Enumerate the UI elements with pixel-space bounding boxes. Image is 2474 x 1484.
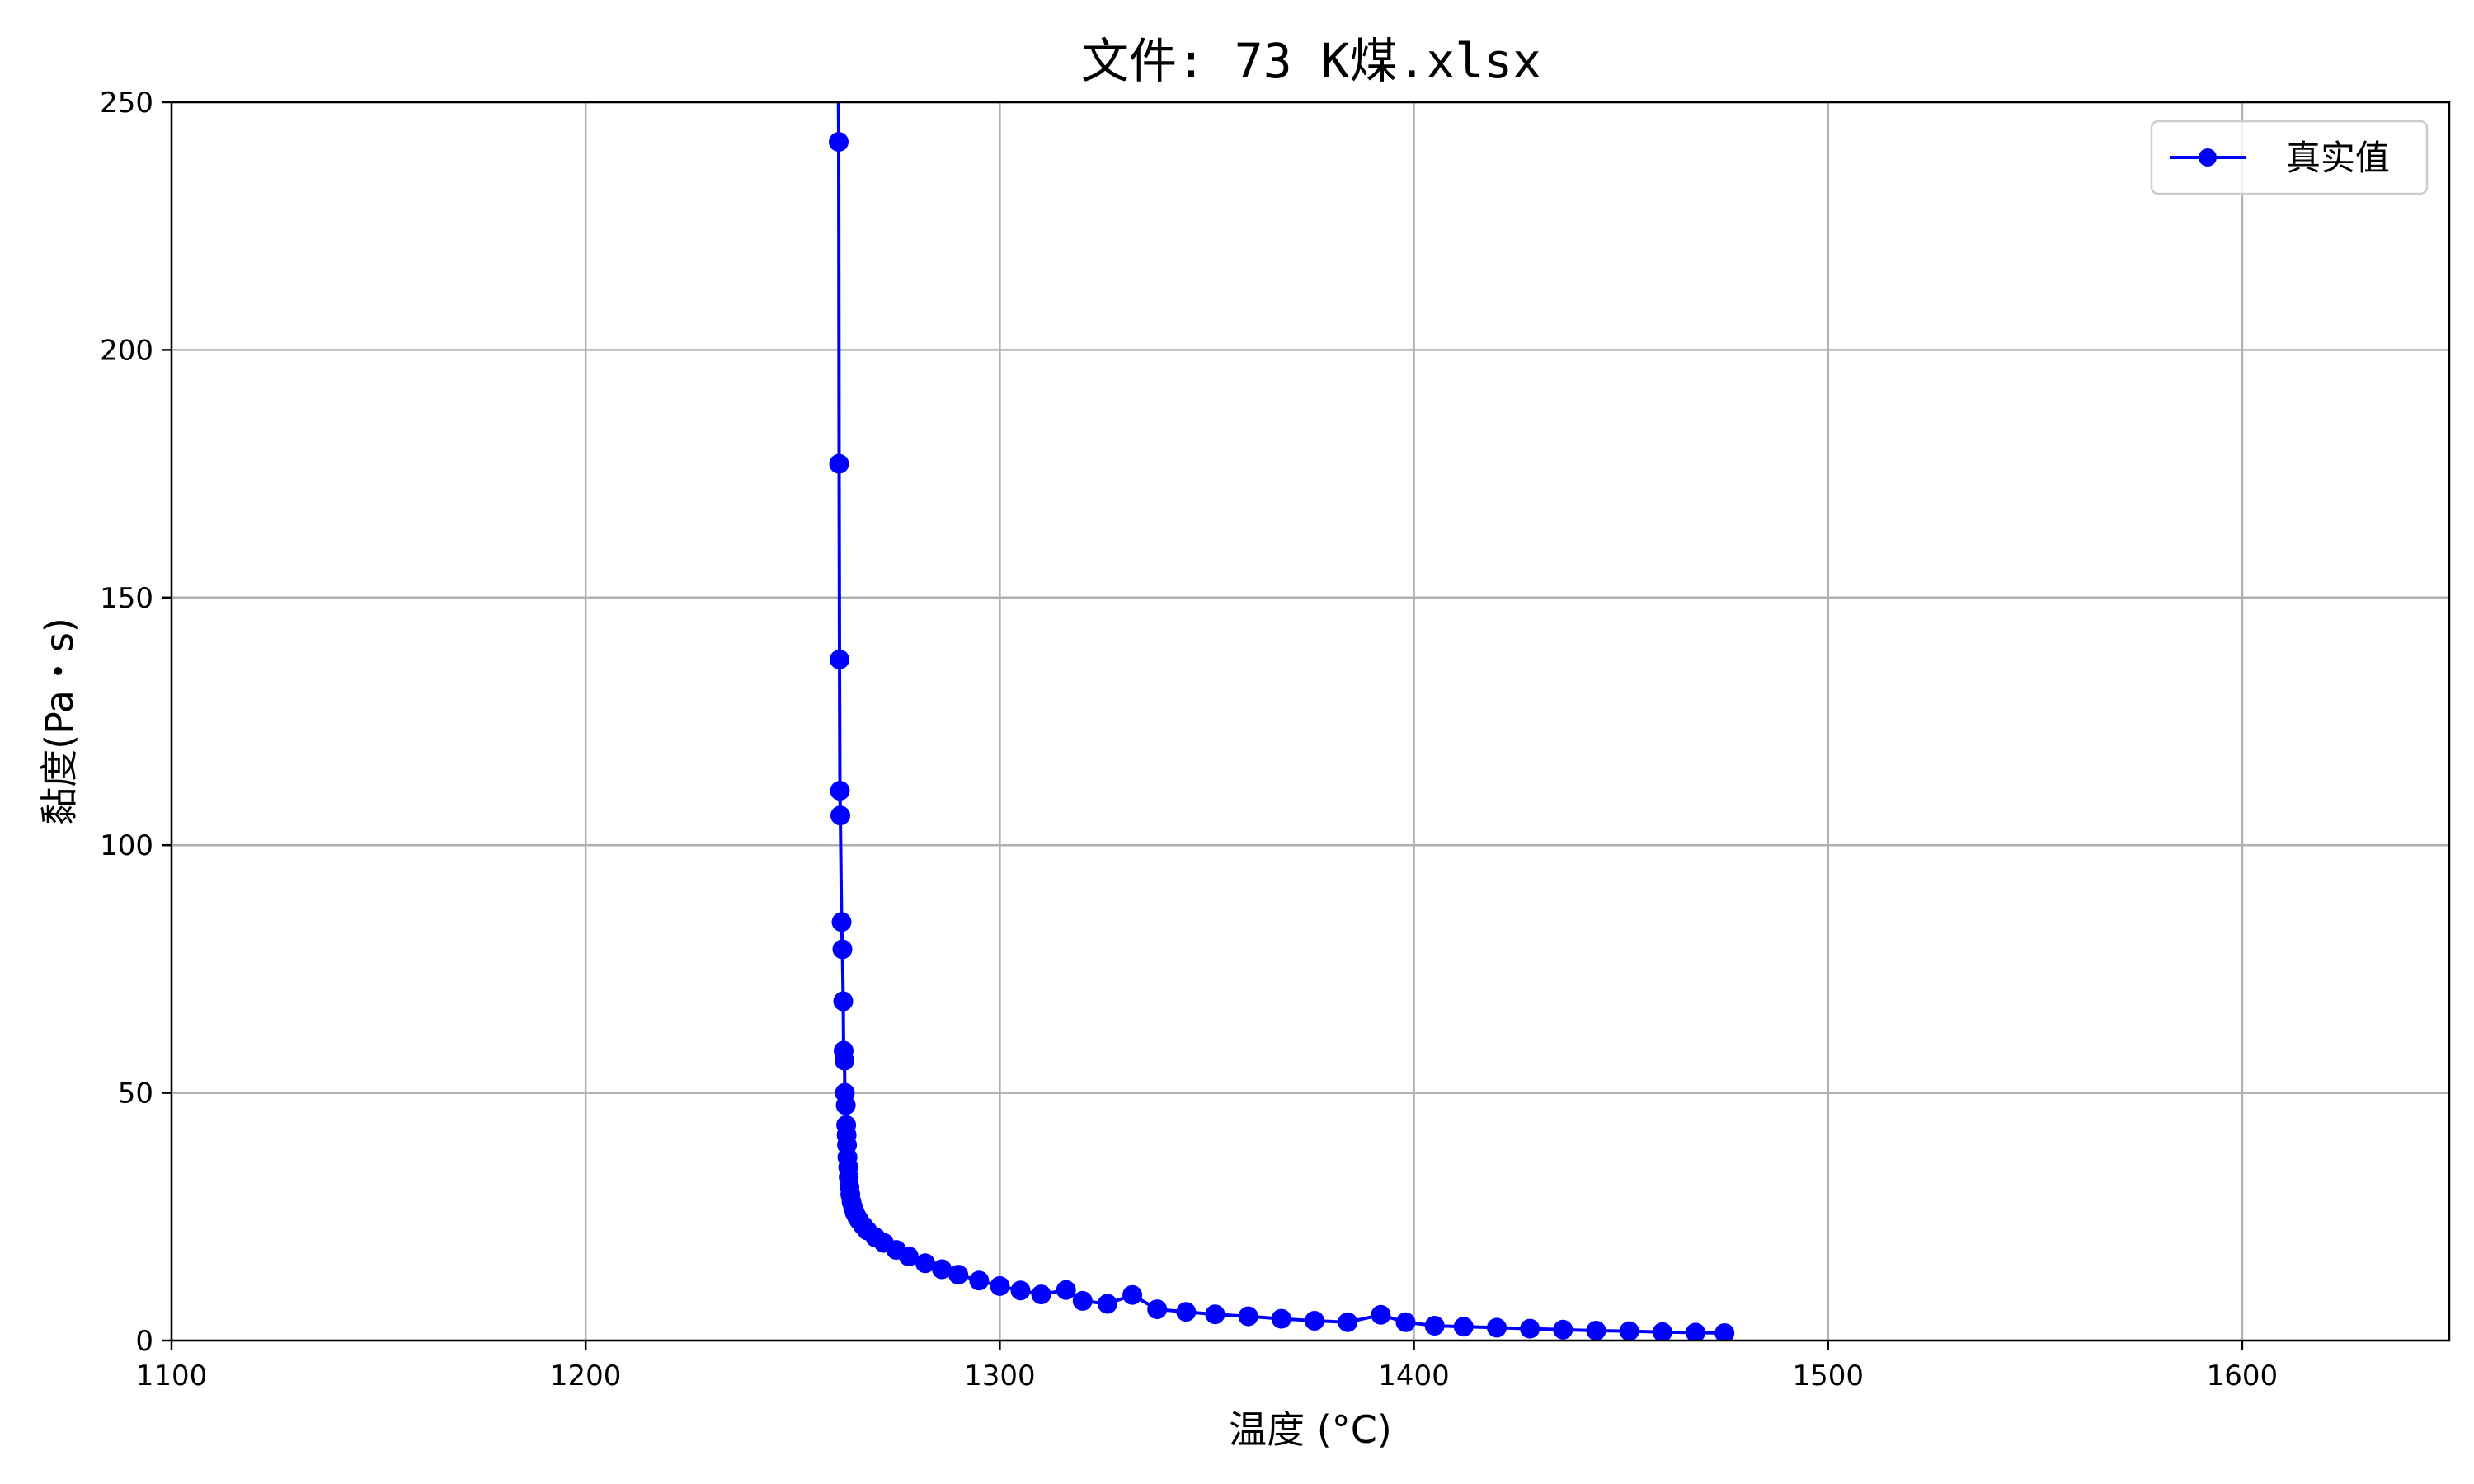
- data-point: [1371, 1304, 1391, 1325]
- data-point: [1010, 1280, 1031, 1301]
- legend-label: 真实值: [2286, 138, 2390, 178]
- data-point: [835, 1095, 856, 1115]
- data-point: [1305, 1311, 1324, 1331]
- data-point: [1147, 1299, 1168, 1320]
- data-point: [1652, 1322, 1672, 1341]
- data-point: [1072, 1290, 1093, 1311]
- data-point: [1553, 1319, 1573, 1340]
- y-tick-label: 100: [100, 829, 153, 862]
- axis-ticks: 1100 1200 1300 1400 1500 1600 0 50 100 150 200 250: [100, 87, 2278, 1392]
- data-point: [1487, 1317, 1507, 1338]
- data-point: [969, 1270, 990, 1291]
- data-point: [1271, 1308, 1291, 1329]
- data-point: [1056, 1280, 1076, 1300]
- data-point: [1395, 1312, 1416, 1332]
- plot-frame: [170, 101, 2451, 1342]
- data-point: [1714, 1323, 1735, 1341]
- data-point: [1453, 1317, 1474, 1337]
- y-tick-label: 150: [100, 582, 153, 615]
- data-point: [1176, 1302, 1197, 1322]
- data-point: [832, 939, 853, 960]
- data-point: [948, 1265, 969, 1285]
- data-point: [831, 912, 852, 932]
- x-tick-label: 1300: [964, 1360, 1036, 1392]
- x-tick-label: 1600: [2207, 1360, 2279, 1392]
- data-point: [1586, 1321, 1606, 1341]
- data-point: [1520, 1318, 1540, 1339]
- x-tick-label: 1500: [1792, 1360, 1864, 1392]
- y-axis-title: 黏度(Pa・s): [37, 618, 82, 825]
- x-tick-label: 1400: [1378, 1360, 1450, 1392]
- data-point: [830, 805, 850, 826]
- chart-title: 文件: 73 K煤.xlsx: [1081, 33, 1541, 89]
- data-point: [932, 1259, 952, 1280]
- data-point: [1205, 1304, 1225, 1325]
- data-point: [835, 1050, 854, 1071]
- legend-marker: [2199, 148, 2217, 167]
- y-tick-label: 0: [135, 1325, 153, 1358]
- y-tick-label: 250: [100, 87, 153, 120]
- legend: 真实值: [2150, 120, 2429, 195]
- data-point: [830, 649, 849, 669]
- series-layer: [829, 43, 1735, 1341]
- data-point: [898, 1246, 919, 1266]
- data-point: [830, 781, 850, 801]
- data-point: [1424, 1316, 1445, 1336]
- series-line: [836, 102, 1725, 1335]
- data-point: [1122, 1284, 1143, 1305]
- data-point: [829, 453, 849, 474]
- series-group: [829, 43, 1735, 1341]
- y-tick-label: 200: [100, 334, 153, 367]
- data-point: [1097, 1294, 1117, 1314]
- data-point: [829, 43, 849, 63]
- data-point: [1031, 1284, 1051, 1305]
- data-point: [1619, 1321, 1639, 1341]
- y-tick-label: 50: [118, 1078, 153, 1111]
- data-point: [915, 1253, 935, 1274]
- data-point: [1686, 1322, 1705, 1341]
- data-point: [1338, 1312, 1358, 1332]
- x-tick-label: 1200: [550, 1360, 622, 1392]
- data-point: [833, 991, 854, 1012]
- x-axis-title: 温度 (°C): [1229, 1407, 1392, 1452]
- legend-box: [2150, 120, 2429, 195]
- data-point: [990, 1275, 1010, 1296]
- data-point: [1238, 1306, 1258, 1327]
- x-tick-label: 1100: [136, 1360, 208, 1392]
- grid: [170, 101, 2449, 1342]
- data-point: [829, 132, 849, 153]
